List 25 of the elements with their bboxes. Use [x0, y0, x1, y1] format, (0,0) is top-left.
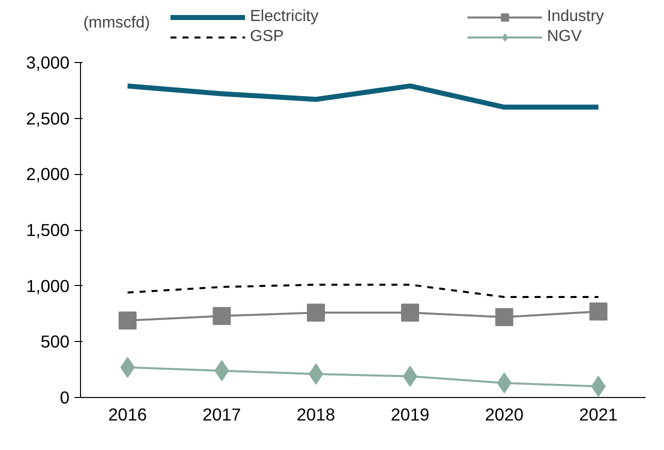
point [401, 304, 420, 322]
x-tick-label: 2018 [296, 404, 336, 424]
point [212, 306, 231, 325]
point [306, 304, 325, 322]
y-axis-title: (mmscfd) [83, 14, 150, 32]
x-tick-label: 2019 [390, 404, 430, 424]
legend-label: GSP [250, 28, 285, 46]
y-tick-label: 500 [40, 332, 70, 352]
x-tick-label: 2016 [108, 404, 147, 424]
line-series [126, 284, 600, 298]
y-tick-label: 3,000 [26, 52, 70, 72]
legend-label: Industry [547, 8, 605, 26]
y-tick-label: 2,500 [26, 108, 70, 128]
y-tick-label: 0 [60, 388, 70, 408]
y-tick-label: 1,500 [26, 220, 70, 240]
point [118, 311, 137, 330]
y-tick-label: 2,000 [26, 164, 70, 184]
point [589, 302, 608, 321]
point [495, 308, 514, 326]
legend-label: Electricity [250, 8, 320, 26]
x-tick-label: 2021 [579, 404, 618, 424]
y-tick-label: 1,000 [26, 276, 70, 296]
x-tick-label: 2020 [484, 404, 524, 424]
x-tick-label: 2017 [202, 404, 242, 424]
legend-label: NGV [547, 28, 583, 46]
